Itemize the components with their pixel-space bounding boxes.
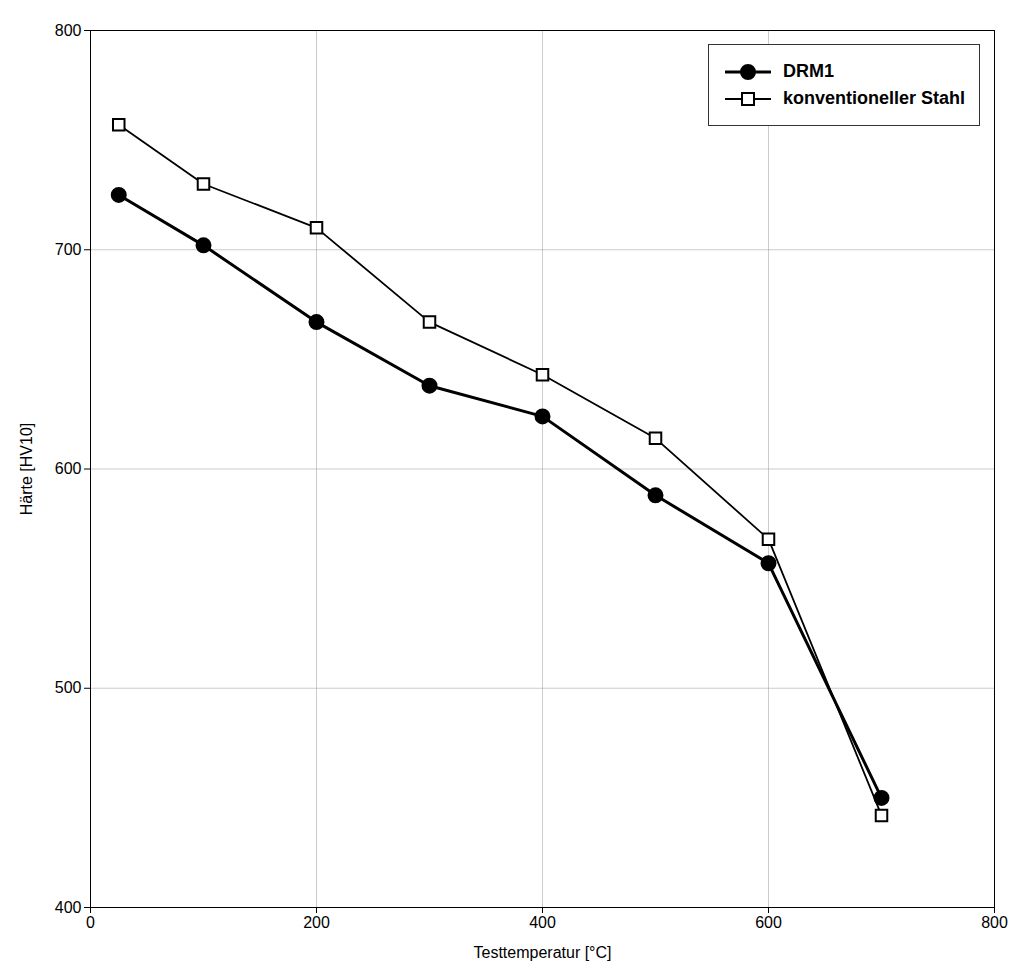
svg-text:500: 500 bbox=[55, 679, 82, 696]
svg-text:600: 600 bbox=[55, 460, 82, 477]
svg-text:400: 400 bbox=[55, 899, 82, 916]
svg-text:600: 600 bbox=[755, 914, 782, 931]
svg-text:200: 200 bbox=[303, 914, 330, 931]
svg-text:700: 700 bbox=[55, 241, 82, 258]
html-text:DRM1: DRM1 bbox=[783, 61, 834, 81]
svg-text:800: 800 bbox=[981, 914, 1008, 931]
svg-text:800: 800 bbox=[55, 22, 82, 39]
svg-text:400: 400 bbox=[529, 914, 556, 931]
svg-text:Testtemperatur [°C]: Testtemperatur [°C] bbox=[474, 944, 612, 961]
html-text:konventioneller Stahl: konventioneller Stahl bbox=[783, 88, 965, 108]
svg-text:Härte [HV10]: Härte [HV10] bbox=[18, 423, 35, 515]
svg-text:0: 0 bbox=[86, 914, 95, 931]
